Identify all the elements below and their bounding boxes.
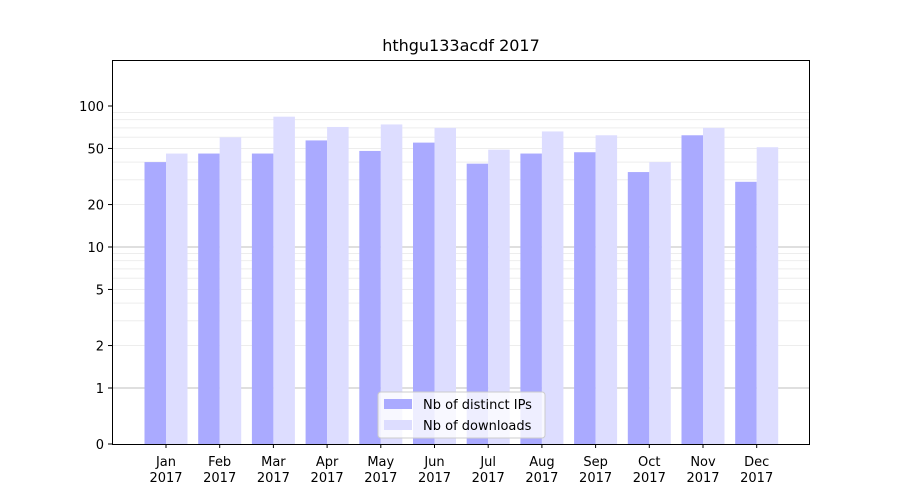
- x-axis: Jan2017Feb2017Mar2017Apr2017May2017Jun20…: [149, 444, 773, 486]
- x-tick-sublabel: 2017: [257, 471, 290, 486]
- bars: [144, 116, 779, 445]
- x-tick-label: Mar: [261, 455, 286, 470]
- x-tick-sublabel: 2017: [740, 471, 773, 486]
- bar-downloads-mar: [273, 116, 295, 444]
- legend: Nb of distinct IPs Nb of downloads: [377, 391, 546, 439]
- x-tick-label: May: [367, 455, 394, 470]
- plot-frame: [112, 60, 810, 445]
- bar-ips-mar: [251, 153, 274, 444]
- bar-ips-nov: [681, 135, 703, 444]
- chart-title: hthgu133acdf 2017: [382, 36, 540, 55]
- bar-ips-aug: [520, 153, 542, 444]
- x-tick-sublabel: 2017: [686, 471, 719, 486]
- legend-box: [377, 391, 546, 439]
- x-tick-sublabel: 2017: [579, 471, 612, 486]
- bar-ips-may: [359, 150, 381, 444]
- x-tick-sublabel: 2017: [633, 471, 666, 486]
- x-tick-label: Oct: [638, 455, 660, 470]
- bar-ips-feb: [198, 153, 220, 444]
- legend-swatch: [384, 420, 412, 430]
- bar-downloads-jun: [434, 127, 456, 444]
- y-tick-label: 50: [87, 142, 104, 157]
- y-tick-label: 100: [79, 100, 104, 115]
- bar-downloads-may: [380, 124, 403, 444]
- legend-swatch: [384, 399, 412, 409]
- y-axis: 0 1 2 5 10 20 50 100: [79, 100, 112, 453]
- y-tick-label: 10: [87, 241, 104, 256]
- bar-downloads-jul: [488, 149, 510, 444]
- bar-downloads-oct: [649, 162, 671, 444]
- x-tick-label: Feb: [208, 455, 231, 470]
- bar-downloads-apr: [327, 126, 349, 445]
- x-tick-label: Sep: [583, 455, 608, 470]
- bar-downloads-nov: [703, 127, 725, 444]
- bar-downloads-sep: [595, 135, 618, 444]
- x-tick-label: Aug: [529, 455, 554, 470]
- bar-downloads-dec: [756, 147, 779, 444]
- x-tick-label: Jul: [479, 455, 496, 470]
- y-tick-label: 5: [96, 283, 104, 298]
- bar-ips-jun: [413, 142, 435, 444]
- x-tick-label: Nov: [690, 455, 716, 470]
- y-tick-label: 20: [87, 199, 104, 214]
- y-tick-label: 1: [96, 382, 104, 397]
- bar-ips-dec: [735, 181, 757, 444]
- bar-ips-jul: [466, 163, 489, 444]
- bar-downloads-aug: [541, 131, 564, 444]
- x-tick-sublabel: 2017: [418, 471, 451, 486]
- y-tick-label: 2: [96, 340, 104, 355]
- x-tick-label: Jun: [423, 455, 444, 470]
- x-tick-sublabel: 2017: [472, 471, 505, 486]
- x-tick-label: Apr: [316, 455, 339, 470]
- bar-downloads-jan: [166, 153, 188, 444]
- legend-label: Nb of distinct IPs: [423, 398, 532, 413]
- legend-label: Nb of downloads: [423, 419, 532, 434]
- bar-ips-jan: [144, 162, 166, 444]
- x-tick-sublabel: 2017: [149, 471, 182, 486]
- bar-ips-apr: [305, 140, 328, 445]
- bar-ips-sep: [574, 152, 596, 445]
- y-tick-label: 0: [96, 438, 104, 453]
- x-tick-sublabel: 2017: [525, 471, 558, 486]
- x-tick-label: Dec: [744, 455, 769, 470]
- bar-downloads-feb: [219, 137, 242, 444]
- x-tick-sublabel: 2017: [311, 471, 344, 486]
- bar-ips-oct: [627, 172, 650, 445]
- x-tick-sublabel: 2017: [364, 471, 397, 486]
- x-tick-label: Jan: [155, 455, 176, 470]
- x-tick-sublabel: 2017: [203, 471, 236, 486]
